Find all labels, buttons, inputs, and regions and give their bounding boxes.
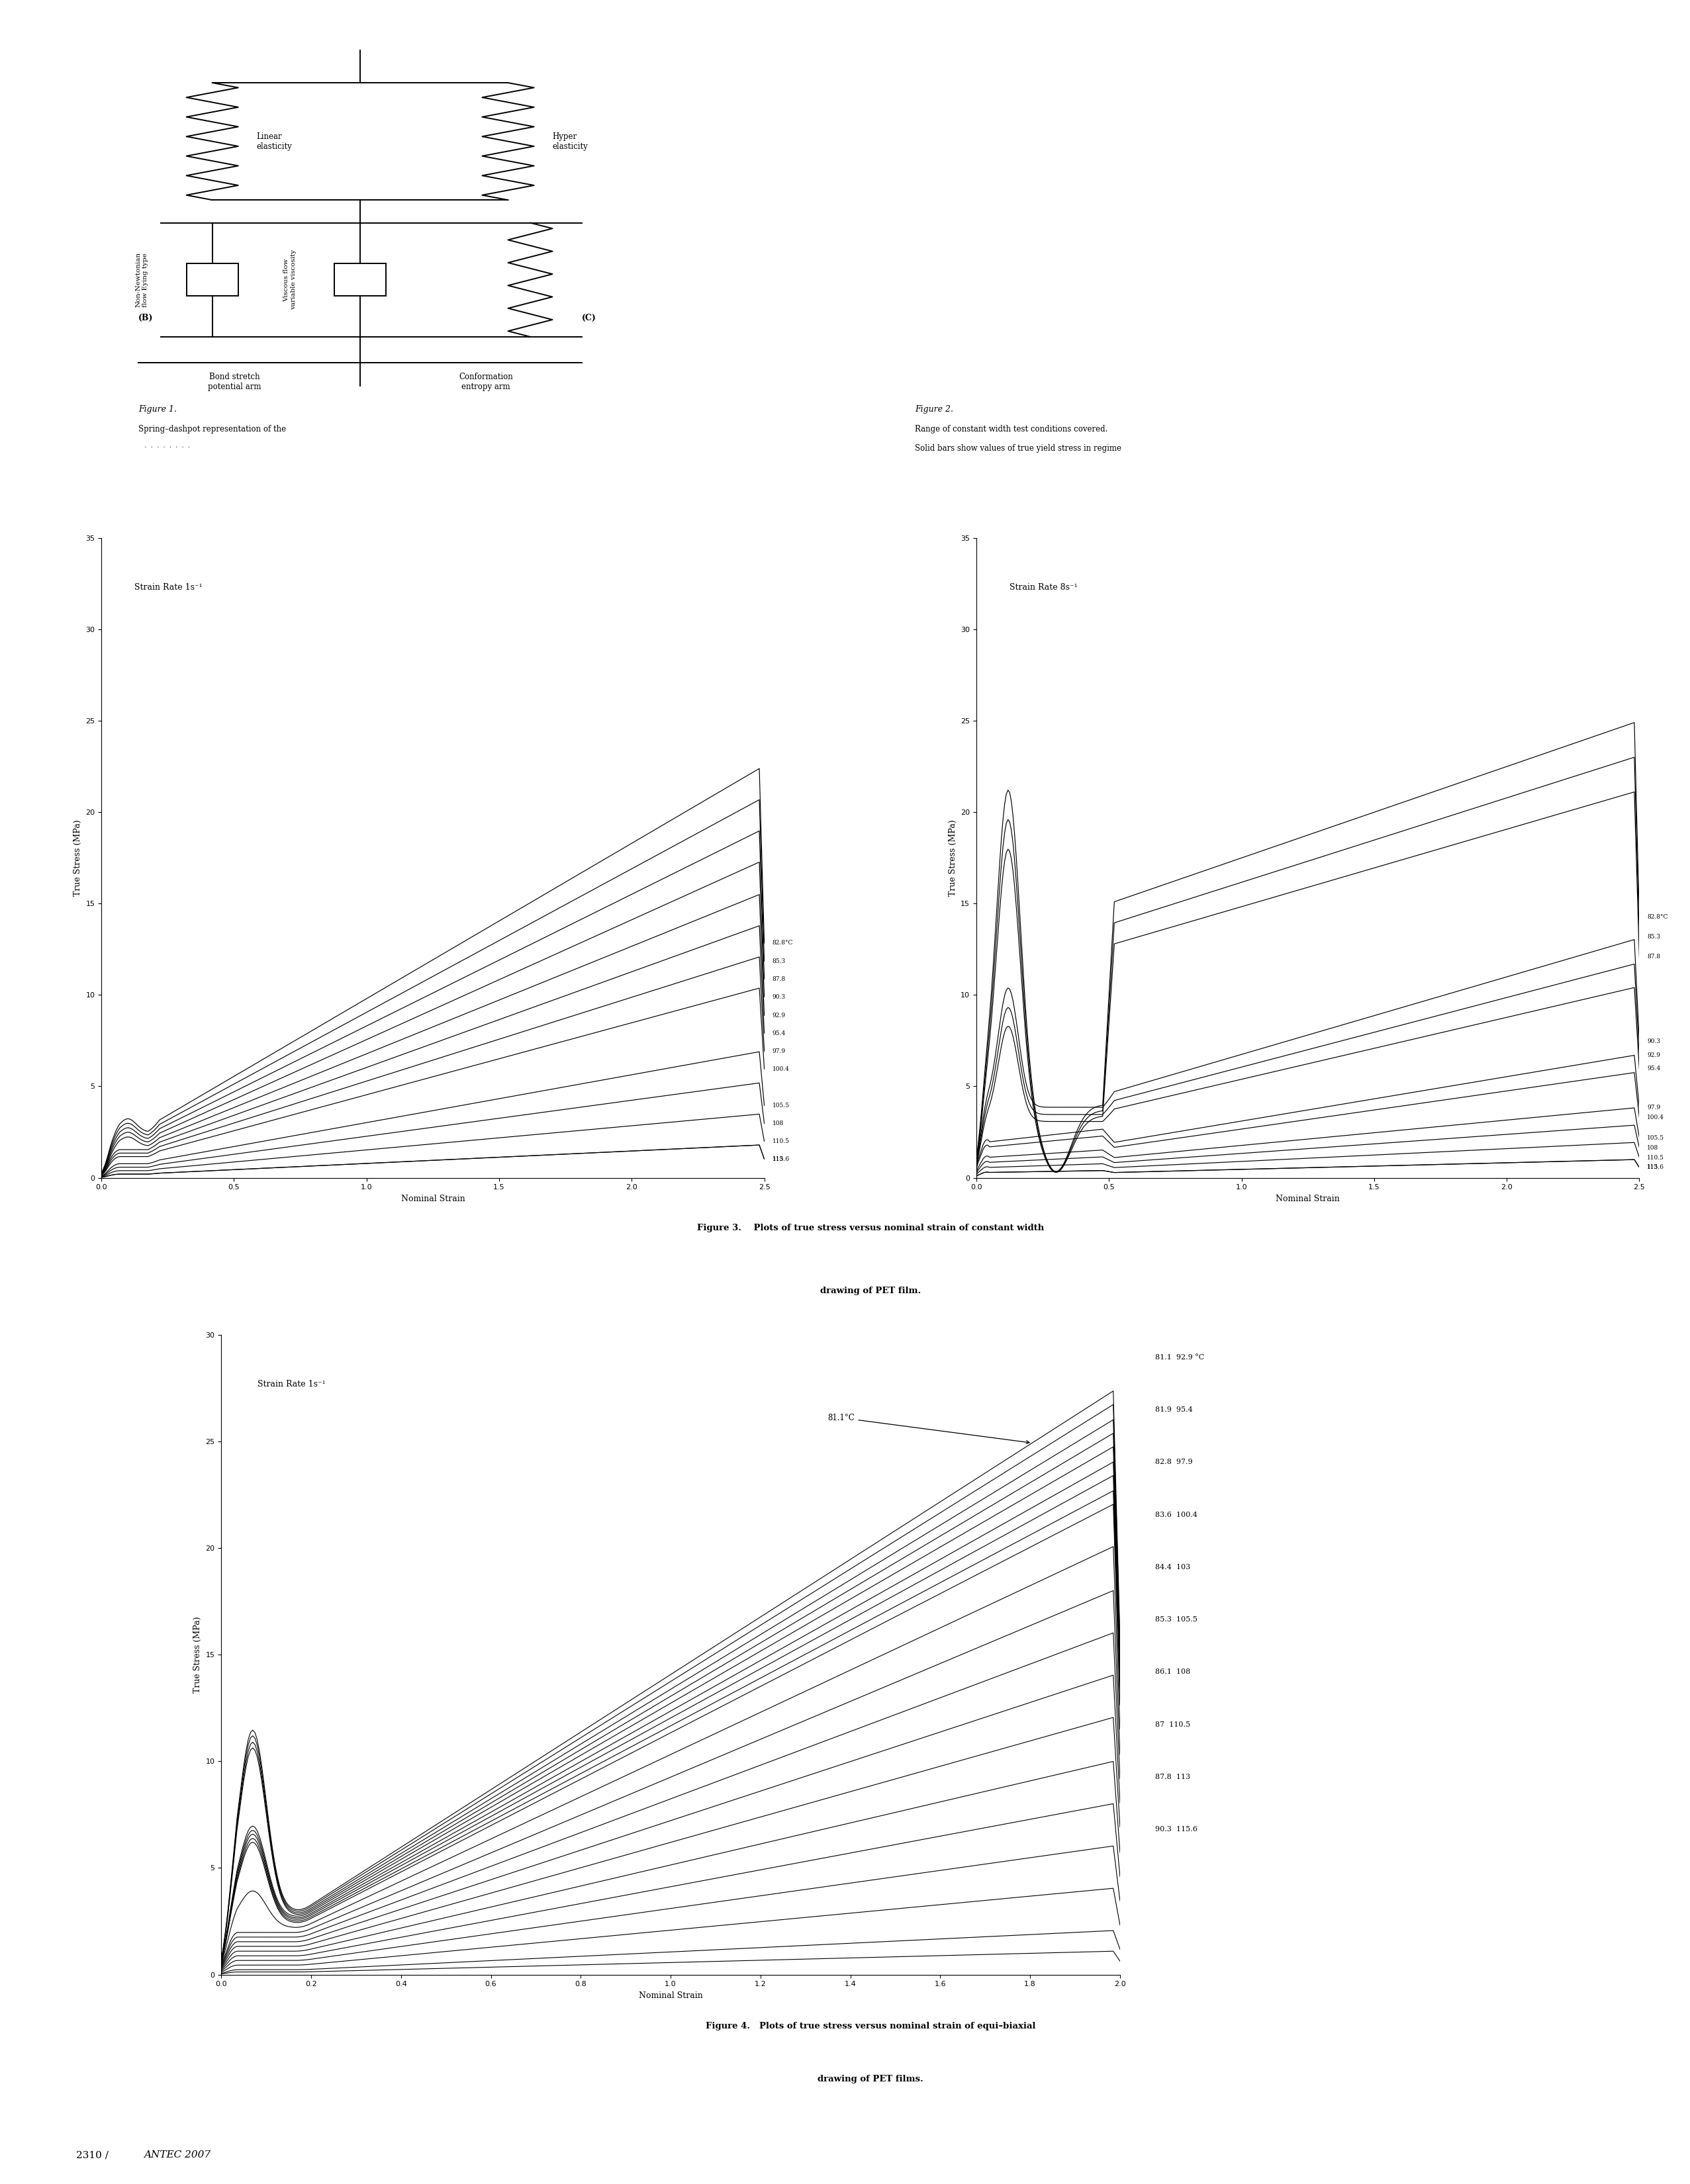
Text: 95.4: 95.4 <box>772 1031 786 1035</box>
Text: Non-Newtonian
flow Eying type: Non-Newtonian flow Eying type <box>135 253 149 308</box>
Text: (C): (C) <box>581 314 597 323</box>
Text: 115.6: 115.6 <box>1648 1164 1665 1171</box>
Text: 92.9: 92.9 <box>772 1013 786 1018</box>
Text: 87.8: 87.8 <box>1648 954 1661 959</box>
Text: 110.5: 110.5 <box>772 1138 789 1144</box>
Text: Strain Rate 8s⁻¹: Strain Rate 8s⁻¹ <box>1009 583 1078 592</box>
Bar <box>335 264 385 297</box>
Text: (B): (B) <box>139 314 154 323</box>
Text: Spring–dashpot representation of the: Spring–dashpot representation of the <box>139 424 286 432</box>
Text: 90.3: 90.3 <box>772 994 786 1000</box>
Y-axis label: True Stress (MPa): True Stress (MPa) <box>948 819 957 895</box>
Text: 86.1  108: 86.1 108 <box>1154 1669 1190 1675</box>
Text: Figure 2.: Figure 2. <box>914 404 953 413</box>
Text: 108: 108 <box>772 1120 784 1127</box>
Text: Linear
elasticity: Linear elasticity <box>257 131 292 151</box>
Text: 113: 113 <box>1648 1164 1658 1171</box>
Text: 85.3: 85.3 <box>772 959 786 963</box>
Text: 97.9: 97.9 <box>1648 1105 1661 1109</box>
Text: Figure 1.: Figure 1. <box>139 404 177 413</box>
Text: 81.1°C: 81.1°C <box>828 1413 1029 1444</box>
Text: 97.9: 97.9 <box>772 1048 786 1055</box>
Text: 87  110.5: 87 110.5 <box>1154 1721 1190 1728</box>
X-axis label: Nominal Strain: Nominal Strain <box>1276 1195 1340 1203</box>
Text: 85.3  105.5: 85.3 105.5 <box>1154 1616 1197 1623</box>
Text: 85.3: 85.3 <box>1648 935 1661 939</box>
Text: 2310 /: 2310 / <box>76 2151 108 2160</box>
Bar <box>186 264 238 297</box>
Text: 81.1  92.9 °C: 81.1 92.9 °C <box>1154 1354 1203 1361</box>
Text: Strain Rate 1s⁻¹: Strain Rate 1s⁻¹ <box>257 1380 324 1389</box>
Text: 108: 108 <box>1648 1144 1658 1151</box>
Text: Figure 4.   Plots of true stress versus nominal strain of equi–biaxial: Figure 4. Plots of true stress versus no… <box>705 2022 1036 2031</box>
Text: 113: 113 <box>772 1155 784 1162</box>
Text: 90.3  115.6: 90.3 115.6 <box>1154 1826 1197 1832</box>
Text: 95.4: 95.4 <box>1648 1066 1661 1072</box>
Text: Viscous flow
variable viscosity: Viscous flow variable viscosity <box>284 249 296 310</box>
Text: 82.8°C: 82.8°C <box>772 939 793 946</box>
Text: Solid bars show values of true yield stress in regime: Solid bars show values of true yield str… <box>914 443 1120 452</box>
Text: 90.3: 90.3 <box>1648 1037 1661 1044</box>
Text: Bond stretch
potential arm: Bond stretch potential arm <box>208 373 262 391</box>
Text: 81.9  95.4: 81.9 95.4 <box>1154 1406 1193 1413</box>
Text: 87.8  113: 87.8 113 <box>1154 1773 1190 1780</box>
X-axis label: Nominal Strain: Nominal Strain <box>639 1992 703 2001</box>
Text: Figure 3.    Plots of true stress versus nominal strain of constant width: Figure 3. Plots of true stress versus no… <box>696 1223 1044 1232</box>
Text: ANTEC 2007: ANTEC 2007 <box>144 2151 211 2160</box>
Y-axis label: True Stress (MPa): True Stress (MPa) <box>193 1616 201 1693</box>
Text: .  .  .  .  .  .  .  .: . . . . . . . . <box>139 443 189 450</box>
Text: drawing of PET films.: drawing of PET films. <box>818 2075 923 2084</box>
Text: Strain Rate 1s⁻¹: Strain Rate 1s⁻¹ <box>135 583 203 592</box>
X-axis label: Nominal Strain: Nominal Strain <box>401 1195 465 1203</box>
Text: 115.6: 115.6 <box>772 1155 789 1162</box>
Text: 110.5: 110.5 <box>1648 1155 1665 1160</box>
Text: Range of constant width test conditions covered.: Range of constant width test conditions … <box>914 424 1107 432</box>
Text: 100.4: 100.4 <box>1648 1114 1665 1120</box>
Text: 87.8: 87.8 <box>772 976 786 983</box>
Y-axis label: True Stress (MPa): True Stress (MPa) <box>73 819 81 895</box>
Text: 83.6  100.4: 83.6 100.4 <box>1154 1511 1197 1518</box>
Text: 105.5: 105.5 <box>772 1103 789 1109</box>
Text: 92.9: 92.9 <box>1648 1053 1661 1059</box>
Text: Hyper
elasticity: Hyper elasticity <box>553 131 588 151</box>
Text: 84.4  103: 84.4 103 <box>1154 1564 1190 1570</box>
Text: 82.8°C: 82.8°C <box>1648 915 1668 919</box>
Text: 82.8  97.9: 82.8 97.9 <box>1154 1459 1193 1465</box>
Text: Conformation
entropy arm: Conformation entropy arm <box>458 373 514 391</box>
Text: drawing of PET film.: drawing of PET film. <box>820 1286 921 1295</box>
Text: 105.5: 105.5 <box>1648 1136 1665 1140</box>
Text: 100.4: 100.4 <box>772 1066 789 1072</box>
